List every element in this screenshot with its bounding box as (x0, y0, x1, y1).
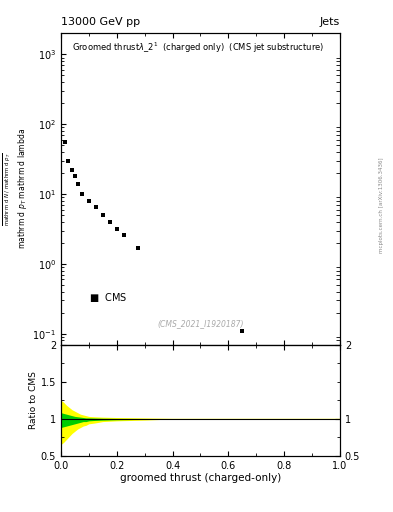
Point (134, 244, 141, 252)
Text: $\blacksquare$  CMS: $\blacksquare$ CMS (89, 291, 127, 304)
Point (68, 166, 75, 174)
Point (107, 218, 113, 226)
Point (79, 190, 85, 198)
Y-axis label: mathrm d$^2$N
$\frac{1}{\mathrm{mathrm\ d\ }N\ /\ \mathrm{mathrm\ d\ }p_T}$
math: mathrm d$^2$N $\frac{1}{\mathrm{mathrm\ … (0, 129, 29, 249)
Point (239, 327, 245, 335)
Point (75, 180, 82, 188)
Text: Jets: Jets (320, 16, 340, 27)
Text: Groomed thrust$\lambda\_2^1$  (charged only)  (CMS jet substructure): Groomed thrust$\lambda\_2^1$ (charged on… (72, 41, 324, 55)
Text: 13000 GeV pp: 13000 GeV pp (61, 16, 140, 27)
Point (65, 157, 71, 165)
Point (121, 231, 127, 239)
Point (114, 224, 120, 232)
X-axis label: groomed thrust (charged-only): groomed thrust (charged-only) (120, 473, 281, 483)
Text: (CMS_2021_I1920187): (CMS_2021_I1920187) (157, 319, 244, 328)
Point (72, 172, 78, 180)
Y-axis label: Ratio to CMS: Ratio to CMS (29, 371, 38, 429)
Point (61, 138, 68, 146)
Text: mcplots.cern.ch [arXiv:1306.3436]: mcplots.cern.ch [arXiv:1306.3436] (379, 157, 384, 252)
Point (86, 197, 92, 205)
Point (100, 211, 106, 219)
Point (93, 203, 99, 211)
